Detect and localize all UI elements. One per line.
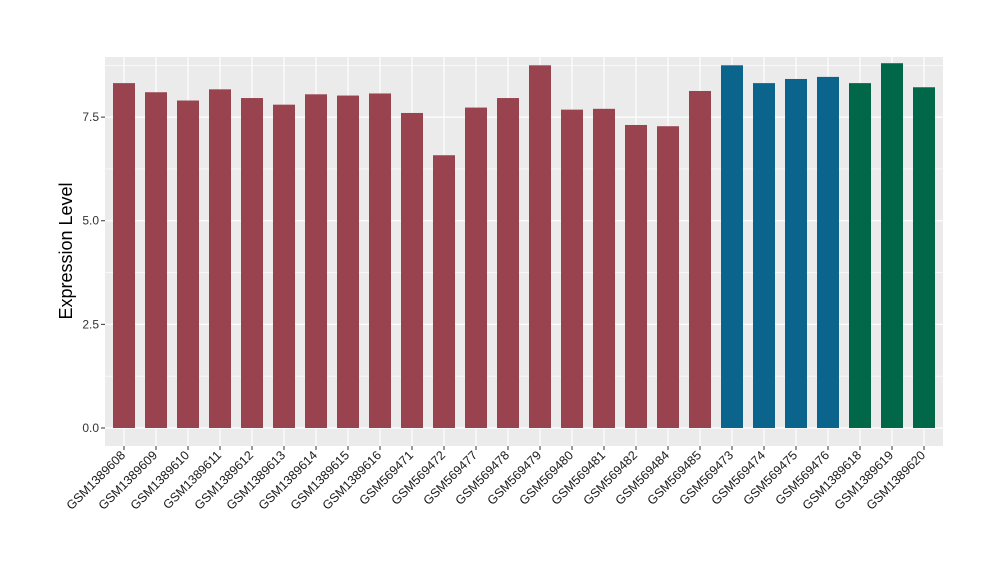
y-axis: 0.0 2.5 5.0 7.5 (82, 110, 105, 435)
y-axis-title: Expression Level (56, 182, 76, 319)
bar-GSM1389615 (337, 95, 359, 428)
bar-GSM1389613 (273, 104, 295, 429)
bar-GSM569478 (497, 98, 519, 428)
y-tick-label: 0.0 (82, 421, 99, 435)
bar-GSM569476 (817, 76, 839, 428)
bar-GSM569481 (593, 108, 615, 428)
bar-GSM569471 (401, 112, 423, 429)
bar-GSM569477 (465, 107, 487, 428)
bar-GSM1389610 (177, 100, 199, 428)
bar-GSM569472 (433, 155, 455, 428)
bar-GSM1389619 (881, 63, 903, 429)
bar-GSM1389612 (241, 98, 263, 428)
bar-GSM569482 (625, 124, 647, 429)
bar-GSM1389618 (849, 83, 871, 428)
y-tick-label: 7.5 (82, 110, 99, 124)
bar-GSM569475 (785, 78, 807, 428)
bar-GSM569485 (689, 90, 711, 428)
bar-GSM569479 (529, 65, 551, 429)
bar-GSM569484 (657, 126, 679, 428)
x-axis: GSM1389608GSM1389609GSM1389610GSM1389611… (64, 446, 928, 513)
y-tick-label: 2.5 (82, 317, 99, 331)
bar-GSM569474 (753, 83, 775, 428)
bar-GSM1389620 (913, 87, 935, 428)
bar-GSM1389616 (369, 93, 391, 428)
bar-GSM1389614 (305, 94, 327, 429)
bar-GSM1389608 (113, 83, 135, 428)
bar-GSM1389611 (209, 89, 231, 429)
y-tick-label: 5.0 (82, 214, 99, 228)
bar-GSM569473 (721, 65, 743, 429)
bars (113, 63, 935, 429)
bar-GSM569480 (561, 109, 583, 429)
bar-GSM1389609 (145, 92, 167, 429)
